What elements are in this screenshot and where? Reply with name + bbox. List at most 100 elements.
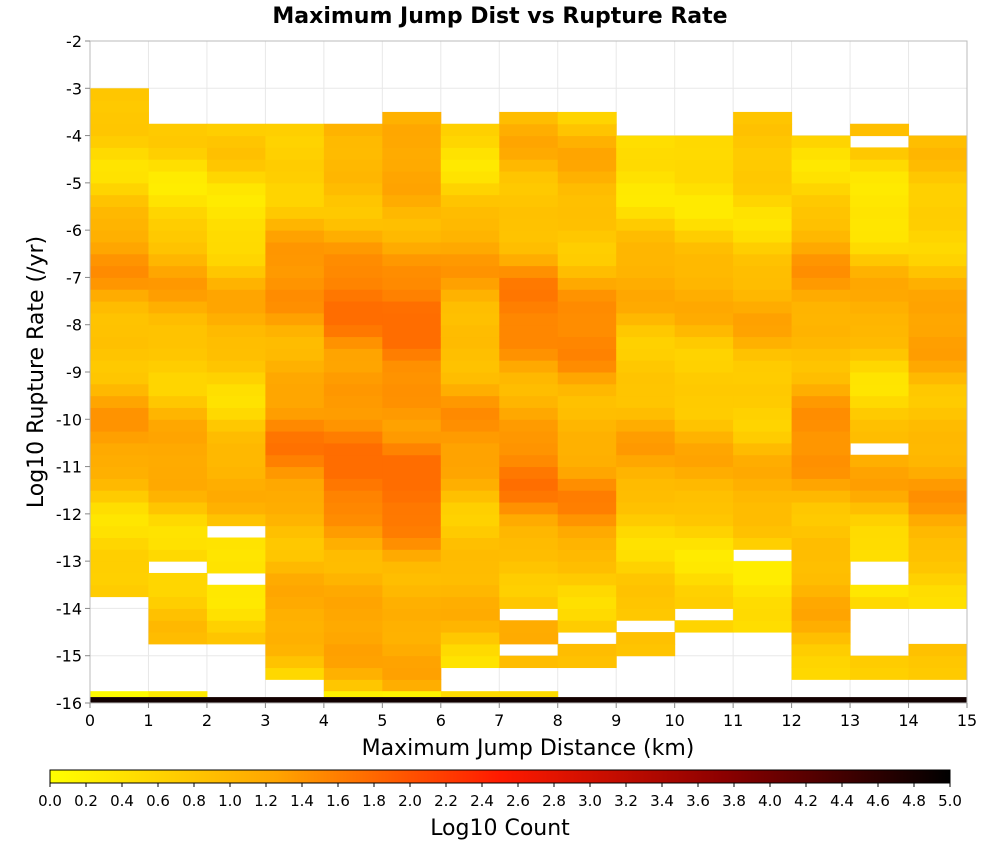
heatmap-cell <box>323 159 383 172</box>
heatmap-cell <box>908 502 968 515</box>
heatmap-cell <box>265 147 325 160</box>
heatmap-cell <box>206 478 266 491</box>
heatmap-cell <box>616 525 676 538</box>
heatmap-cell <box>616 537 676 550</box>
heatmap-cell <box>557 431 617 444</box>
heatmap-cell <box>791 194 851 207</box>
heatmap-cell <box>557 360 617 373</box>
heatmap-cell <box>382 513 442 527</box>
heatmap-cell <box>557 537 617 550</box>
heatmap-cell <box>674 431 734 444</box>
heatmap-cell <box>616 265 676 278</box>
heatmap-cell <box>323 478 383 491</box>
colorbar-tick-label: 4.0 <box>758 792 782 810</box>
colorbar-tick-label: 4.4 <box>830 792 854 810</box>
heatmap-cell <box>323 324 383 338</box>
heatmap-cell <box>908 241 968 255</box>
heatmap-cell <box>440 525 500 538</box>
y-tick-label: -10 <box>56 410 82 429</box>
heatmap-cell <box>850 407 910 420</box>
heatmap-cell <box>791 324 851 338</box>
heatmap-cell <box>908 230 968 243</box>
heatmap-cell <box>90 383 149 397</box>
heatmap-cell <box>616 206 676 219</box>
heatmap-cell <box>440 135 500 148</box>
heatmap-cell <box>733 111 793 125</box>
heatmap-cell <box>90 395 149 408</box>
heatmap-cell <box>850 395 910 408</box>
heatmap-cell <box>265 442 325 456</box>
heatmap-cell <box>908 324 968 338</box>
heatmap-cell <box>674 241 734 255</box>
heatmap-cell <box>265 667 325 680</box>
heatmap-cell <box>148 230 208 243</box>
heatmap-cell <box>616 419 676 432</box>
heatmap-cell <box>382 253 442 267</box>
heatmap-cell <box>674 147 734 160</box>
heatmap-cell <box>908 407 968 420</box>
heatmap-cell <box>382 667 442 680</box>
x-tick-label: 1 <box>143 711 153 730</box>
heatmap-cell <box>791 277 851 290</box>
heatmap-cell <box>499 395 559 408</box>
heatmap-cell <box>265 301 325 314</box>
heatmap-cell <box>674 572 734 586</box>
heatmap-cell <box>733 206 793 219</box>
heatmap-cell <box>265 502 325 515</box>
heatmap-cell <box>733 171 793 184</box>
heatmap-cell <box>382 442 442 456</box>
heatmap-cell <box>616 194 676 207</box>
heatmap-cell <box>265 171 325 184</box>
heatmap-cell <box>206 241 266 255</box>
heatmap-cell <box>265 572 325 586</box>
heatmap-cell <box>557 182 617 196</box>
heatmap-cell <box>791 241 851 255</box>
heatmap-cell <box>791 360 851 373</box>
heatmap-cell <box>850 419 910 432</box>
x-tick-label: 7 <box>494 711 504 730</box>
heatmap-cell <box>557 336 617 349</box>
heatmap-cell <box>499 596 559 609</box>
heatmap-cell <box>206 159 266 172</box>
heatmap-cell <box>90 206 149 219</box>
heatmap-cell <box>850 525 910 538</box>
heatmap-cell <box>323 383 383 397</box>
heatmap-cell <box>90 360 149 373</box>
heatmap-cell <box>616 171 676 184</box>
heatmap-cell <box>616 584 676 598</box>
heatmap-cell <box>791 620 851 633</box>
heatmap-cell <box>616 572 676 586</box>
heatmap-cell <box>206 537 266 550</box>
colorbar-tick-label: 2.4 <box>470 792 494 810</box>
heatmap-cell <box>440 596 500 609</box>
heatmap-cell <box>674 442 734 456</box>
heatmap-cell <box>265 230 325 243</box>
heatmap-cell <box>90 572 149 586</box>
heatmap-cell <box>148 123 208 137</box>
heatmap-cell <box>908 348 968 361</box>
heatmap-cell <box>557 277 617 290</box>
heatmap-cell <box>323 407 383 420</box>
y-tick-label: -14 <box>56 599 82 618</box>
heatmap-cell <box>323 289 383 302</box>
heatmap-cell <box>499 419 559 432</box>
heatmap-cell <box>90 348 149 361</box>
heatmap-cell <box>148 608 208 621</box>
heatmap-cell <box>148 372 208 385</box>
heatmap-cell <box>382 312 442 326</box>
heatmap-cell <box>323 135 383 148</box>
heatmap-cell <box>674 218 734 231</box>
heatmap-cell <box>265 372 325 385</box>
heatmap-cell <box>323 632 383 645</box>
heatmap-cell <box>148 253 208 267</box>
heatmap-cell <box>90 111 149 125</box>
heatmap-cell <box>616 147 676 160</box>
heatmap-cell <box>148 206 208 219</box>
heatmap-cell <box>148 549 208 562</box>
heatmap-cell <box>440 584 500 598</box>
heatmap-cell <box>850 123 910 137</box>
heatmap-cell <box>206 277 266 290</box>
heatmap-cell <box>850 241 910 255</box>
x-tick-label: 6 <box>436 711 446 730</box>
heatmap-cell <box>382 123 442 137</box>
